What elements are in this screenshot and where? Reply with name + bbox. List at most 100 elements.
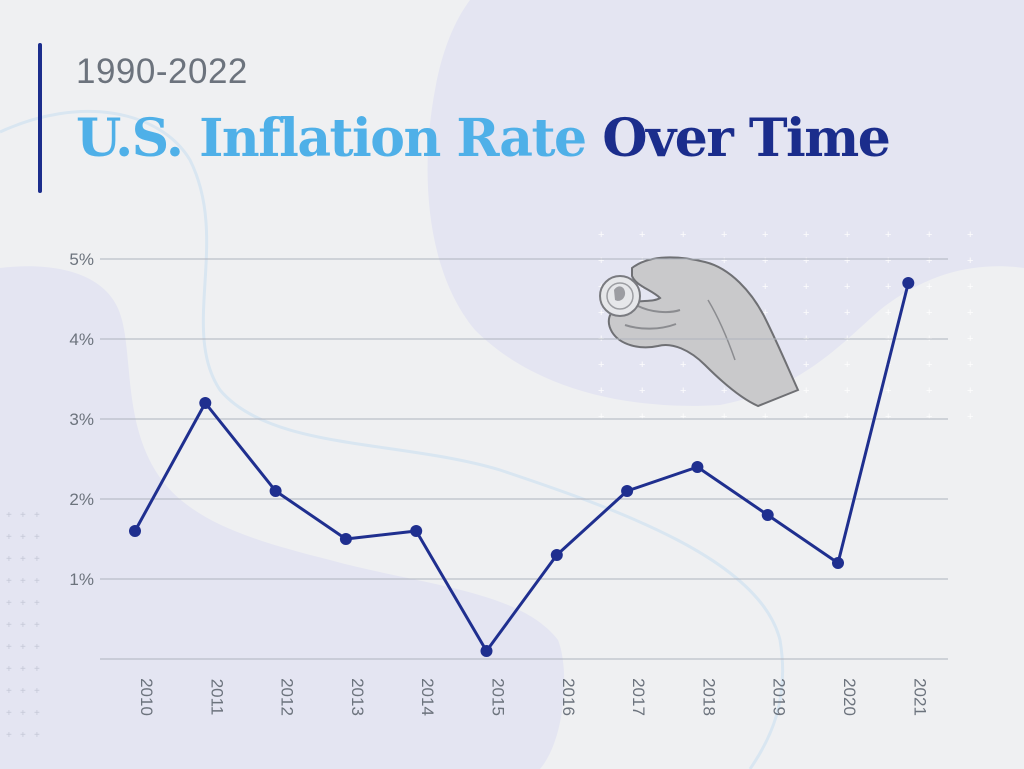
- plus-mark: +: [803, 281, 809, 293]
- data-point: [129, 525, 141, 537]
- plus-mark: +: [762, 411, 768, 423]
- y-tick-label: 3%: [69, 410, 94, 429]
- plus-mark: +: [803, 411, 809, 423]
- plus-mark: +: [721, 255, 727, 267]
- chart-title-part2: Over Time: [602, 108, 891, 169]
- plus-mark: +: [885, 411, 891, 423]
- plus-mark: +: [721, 411, 727, 423]
- x-tick-label: 2013: [348, 678, 367, 716]
- plus-mark: +: [885, 307, 891, 319]
- x-tick-label: 2018: [699, 678, 718, 716]
- plus-mark: +: [639, 255, 645, 267]
- series-inflation: [129, 277, 915, 657]
- plus-mark: +: [844, 385, 850, 397]
- plus-mark: +: [34, 686, 40, 697]
- plus-mark: +: [598, 307, 604, 319]
- chart-subtitle: 1990-2022: [76, 52, 248, 91]
- plus-mark: +: [844, 359, 850, 371]
- plus-mark: +: [34, 598, 40, 609]
- plus-mark: +: [6, 576, 12, 587]
- plus-mark: +: [967, 307, 973, 319]
- plus-mark: +: [844, 307, 850, 319]
- x-tick-label: 2016: [559, 678, 578, 716]
- y-tick-label: 5%: [69, 250, 94, 269]
- x-tick-label: 2017: [629, 678, 648, 716]
- plus-mark: +: [598, 359, 604, 371]
- data-point: [691, 461, 704, 473]
- plus-mark: +: [721, 385, 727, 397]
- plus-mark: +: [6, 664, 12, 675]
- plus-mark: +: [885, 385, 891, 397]
- plus-mark: +: [639, 385, 645, 397]
- data-point: [269, 485, 282, 497]
- data-point: [550, 549, 563, 561]
- plus-mark: +: [967, 333, 973, 345]
- plus-mark: +: [926, 307, 932, 319]
- plus-mark: +: [885, 255, 891, 267]
- plus-mark: +: [844, 411, 850, 423]
- plus-mark: +: [34, 642, 40, 653]
- plus-mark: +: [803, 359, 809, 371]
- data-point: [480, 645, 493, 657]
- y-tick-label: 2%: [69, 490, 94, 509]
- plus-mark: +: [967, 229, 973, 241]
- plus-mark: +: [885, 229, 891, 241]
- x-tick-label: 2012: [278, 678, 297, 716]
- plus-mark: +: [20, 664, 26, 675]
- data-point: [410, 525, 423, 537]
- plus-mark: +: [926, 255, 932, 267]
- plus-mark: +: [926, 229, 932, 241]
- plus-mark: +: [20, 708, 26, 719]
- plus-mark: +: [20, 598, 26, 609]
- x-tick-label: 2015: [489, 678, 508, 716]
- background-blob-right: [427, 0, 1024, 406]
- plus-mark: +: [34, 532, 40, 543]
- plus-mark: +: [20, 576, 26, 587]
- plus-mark: +: [6, 708, 12, 719]
- plus-mark: +: [680, 411, 686, 423]
- x-tick-label: 2011: [207, 679, 226, 716]
- plus-mark: +: [803, 307, 809, 319]
- x-axis-ticks: 2010 2011 2012 2013 2014 2015 2016 2017 2018 2019…: [137, 678, 929, 716]
- plus-mark: +: [598, 255, 604, 267]
- y-axis-ticks: 1% 2% 3% 4% 5%: [69, 250, 94, 589]
- plus-mark: +: [680, 359, 686, 371]
- plus-mark: +: [639, 229, 645, 241]
- data-point: [761, 509, 774, 521]
- plus-mark: +: [20, 642, 26, 653]
- x-tick-label: 2010: [137, 678, 156, 716]
- plus-mark: +: [926, 385, 932, 397]
- plus-mark: +: [6, 554, 12, 565]
- plus-mark: +: [926, 281, 932, 293]
- plus-mark: +: [885, 281, 891, 293]
- x-tick-label: 2021: [910, 678, 929, 716]
- plus-mark: +: [6, 510, 12, 521]
- y-tick-label: 1%: [69, 570, 94, 589]
- data-point: [339, 533, 352, 545]
- plus-mark: +: [34, 620, 40, 631]
- plus-mark: +: [6, 686, 12, 697]
- plus-mark: +: [6, 532, 12, 543]
- plus-mark: +: [967, 281, 973, 293]
- plus-mark: +: [967, 411, 973, 423]
- x-tick-label: 2014: [418, 678, 437, 716]
- plus-mark: +: [844, 229, 850, 241]
- background-swirl: [0, 109, 785, 769]
- data-point: [199, 397, 212, 409]
- plus-mark: +: [34, 730, 40, 741]
- x-tick-label: 2019: [770, 678, 789, 716]
- chart-title-part1: U.S. Inflation Rate: [76, 108, 587, 169]
- plus-mark: +: [680, 229, 686, 241]
- plus-mark: +: [762, 229, 768, 241]
- chart-title: U.S. Inflation Rate Over Time: [76, 108, 891, 169]
- plus-mark: +: [20, 686, 26, 697]
- dot-pattern-left: + + + + + + + + + + + + + + + + + + + + + + + + + + + + + + + + +: [6, 510, 40, 741]
- plus-mark: +: [844, 281, 850, 293]
- plus-mark: +: [20, 620, 26, 631]
- plus-mark: +: [844, 255, 850, 267]
- plus-mark: +: [721, 229, 727, 241]
- plus-mark: +: [6, 598, 12, 609]
- plus-mark: +: [967, 255, 973, 267]
